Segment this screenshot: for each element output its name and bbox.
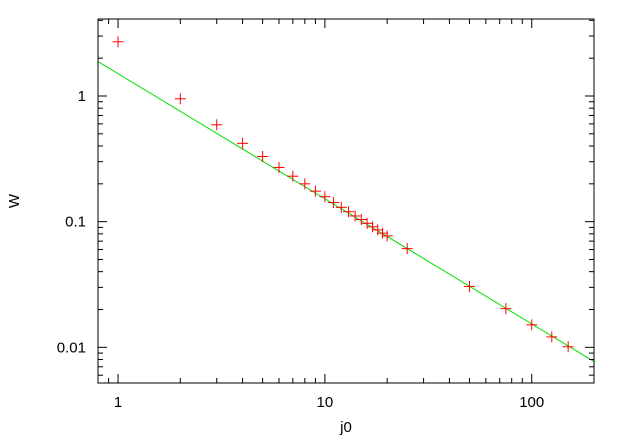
data-point xyxy=(335,201,347,213)
data-point xyxy=(319,191,331,203)
x-tick-label: 1 xyxy=(114,394,122,411)
plot-frame xyxy=(97,18,595,384)
data-point xyxy=(500,303,512,315)
data-point xyxy=(381,230,393,242)
data-point xyxy=(237,137,249,149)
data-point xyxy=(526,319,538,331)
data-point xyxy=(309,185,321,197)
data-point xyxy=(287,170,299,182)
data-points-layer xyxy=(112,36,574,353)
data-point xyxy=(546,331,558,343)
data-point xyxy=(463,280,475,292)
data-point xyxy=(211,119,223,131)
data-point xyxy=(327,197,339,209)
x-tick-label: 10 xyxy=(317,394,334,411)
x-tick-label: 100 xyxy=(519,394,544,411)
y-axis-label: W xyxy=(6,193,23,208)
data-point xyxy=(342,206,354,218)
axis-ticks: 1 10 100 0.01 0.1 1 xyxy=(57,19,595,411)
y-tick-label: 1 xyxy=(78,88,86,105)
data-point xyxy=(257,151,269,163)
x-axis-label: j0 xyxy=(339,419,352,436)
y-tick-label: 0.1 xyxy=(65,214,86,231)
data-point xyxy=(401,243,413,255)
data-point xyxy=(377,227,389,239)
data-point xyxy=(562,341,574,353)
data-point xyxy=(299,178,311,190)
data-point xyxy=(349,210,361,222)
data-point xyxy=(372,224,384,236)
data-point xyxy=(367,221,379,233)
data-point xyxy=(273,161,285,173)
data-point xyxy=(174,93,186,105)
y-tick-label: 0.01 xyxy=(57,339,86,356)
data-point xyxy=(112,36,124,48)
data-point xyxy=(355,214,367,226)
